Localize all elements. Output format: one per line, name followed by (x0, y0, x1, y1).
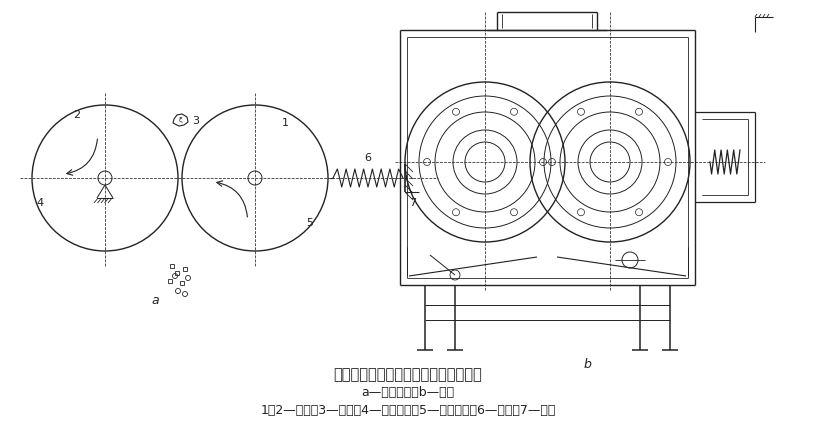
Text: 2: 2 (73, 110, 81, 120)
Bar (168, 279, 171, 283)
Text: b: b (583, 358, 591, 371)
Text: 1: 1 (282, 118, 289, 128)
Text: a—工作原理；b—结构: a—工作原理；b—结构 (361, 387, 455, 400)
Bar (175, 271, 179, 275)
Text: 5: 5 (307, 218, 313, 228)
Text: 6: 6 (365, 153, 371, 163)
Bar (180, 281, 184, 285)
Text: ξ: ξ (179, 117, 183, 123)
Text: 7: 7 (410, 198, 416, 208)
Bar (171, 264, 174, 268)
Text: 1，2—辊子；3—物料；4—固定轴承；5—可动轴承；6—弹簧；7—机架: 1，2—辊子；3—物料；4—固定轴承；5—可动轴承；6—弹簧；7—机架 (260, 405, 556, 417)
Text: 3: 3 (193, 116, 199, 126)
Text: a: a (151, 295, 159, 308)
Text: 双辊式破碎机的工作原理及结构示意图: 双辊式破碎机的工作原理及结构示意图 (334, 367, 482, 383)
Text: 4: 4 (37, 198, 43, 208)
Bar (184, 267, 187, 271)
